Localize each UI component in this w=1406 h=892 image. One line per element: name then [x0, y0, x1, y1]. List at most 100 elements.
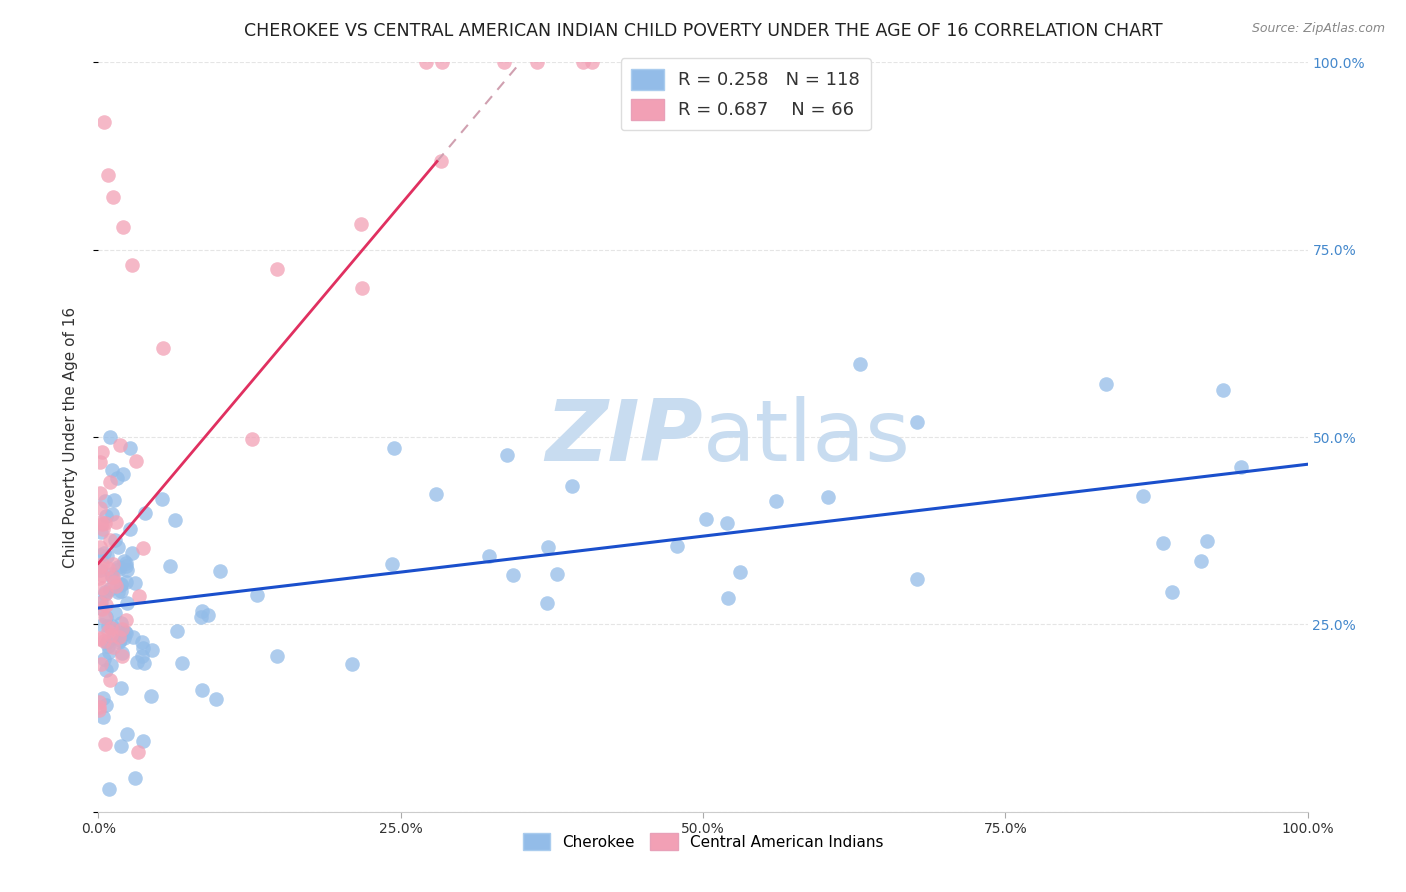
Point	[96, 549, 118, 563]
Legend: Cherokee, Central American Indians: Cherokee, Central American Indians	[516, 827, 890, 856]
Point	[89, 695, 111, 709]
Point	[89, 486, 111, 500]
Point	[717, 591, 740, 606]
Point	[108, 630, 131, 644]
Point	[94, 494, 117, 508]
Point	[425, 487, 447, 501]
Point	[96, 619, 118, 633]
Point	[89, 571, 111, 585]
Point	[124, 575, 146, 590]
Point	[110, 584, 132, 599]
Point	[89, 501, 111, 516]
Point	[110, 578, 132, 592]
Point	[98, 673, 121, 687]
Point	[91, 710, 114, 724]
Point	[87, 703, 110, 717]
Point	[132, 541, 155, 555]
Point	[94, 610, 117, 624]
Point	[1094, 376, 1116, 391]
Point	[197, 607, 219, 622]
Point	[381, 557, 404, 571]
Point	[100, 658, 122, 673]
Point	[108, 438, 131, 452]
Point	[1160, 584, 1182, 599]
Point	[89, 540, 111, 554]
Point	[98, 582, 121, 596]
Point	[105, 516, 128, 530]
Point	[101, 570, 124, 584]
Point	[101, 558, 124, 572]
Point	[101, 640, 124, 654]
Point	[494, 55, 516, 70]
Point	[101, 570, 124, 584]
Point	[90, 557, 112, 571]
Point	[430, 153, 453, 168]
Point	[89, 596, 111, 610]
Point	[93, 633, 115, 648]
Point	[90, 595, 112, 609]
Point	[205, 692, 228, 706]
Point	[350, 217, 373, 231]
Point	[125, 454, 148, 468]
Point	[90, 601, 112, 615]
Point	[90, 524, 112, 539]
Point	[98, 430, 121, 444]
Point	[114, 624, 136, 639]
Point	[93, 651, 115, 665]
Point	[115, 625, 138, 640]
Point	[240, 432, 263, 446]
Point	[111, 622, 134, 636]
Point	[1212, 383, 1234, 397]
Point	[89, 548, 111, 562]
Point	[728, 565, 751, 579]
Point	[190, 683, 212, 698]
Point	[115, 558, 138, 573]
Point	[93, 546, 115, 560]
Point	[765, 494, 787, 508]
Point	[93, 737, 115, 751]
Point	[91, 602, 114, 616]
Point	[104, 533, 127, 548]
Point	[139, 689, 162, 703]
Point	[849, 357, 872, 371]
Point	[98, 533, 121, 547]
Point	[246, 588, 269, 602]
Point	[101, 190, 124, 204]
Point	[111, 649, 134, 664]
Point	[122, 631, 145, 645]
Point	[97, 624, 120, 639]
Point	[100, 628, 122, 642]
Point	[97, 168, 120, 182]
Y-axis label: Child Poverty Under the Age of 16: Child Poverty Under the Age of 16	[63, 307, 77, 567]
Point	[103, 574, 125, 589]
Point	[101, 631, 124, 645]
Point	[124, 772, 146, 786]
Point	[105, 471, 128, 485]
Point	[266, 262, 288, 277]
Point	[94, 698, 117, 713]
Point	[91, 691, 114, 706]
Point	[117, 595, 139, 609]
Point	[1152, 535, 1174, 549]
Point	[90, 657, 112, 672]
Point	[266, 648, 288, 663]
Point	[110, 615, 132, 630]
Point	[478, 549, 501, 563]
Point	[665, 539, 688, 553]
Point	[114, 632, 136, 646]
Point	[100, 462, 122, 476]
Point	[112, 467, 135, 482]
Point	[100, 566, 122, 581]
Point	[190, 610, 212, 624]
Point	[526, 55, 548, 70]
Point	[118, 522, 141, 536]
Point	[716, 516, 738, 530]
Point	[132, 657, 155, 671]
Point	[1195, 533, 1218, 548]
Point	[495, 448, 517, 462]
Point	[159, 559, 181, 574]
Point	[120, 441, 142, 455]
Point	[100, 621, 122, 635]
Point	[163, 512, 186, 526]
Point	[121, 258, 143, 272]
